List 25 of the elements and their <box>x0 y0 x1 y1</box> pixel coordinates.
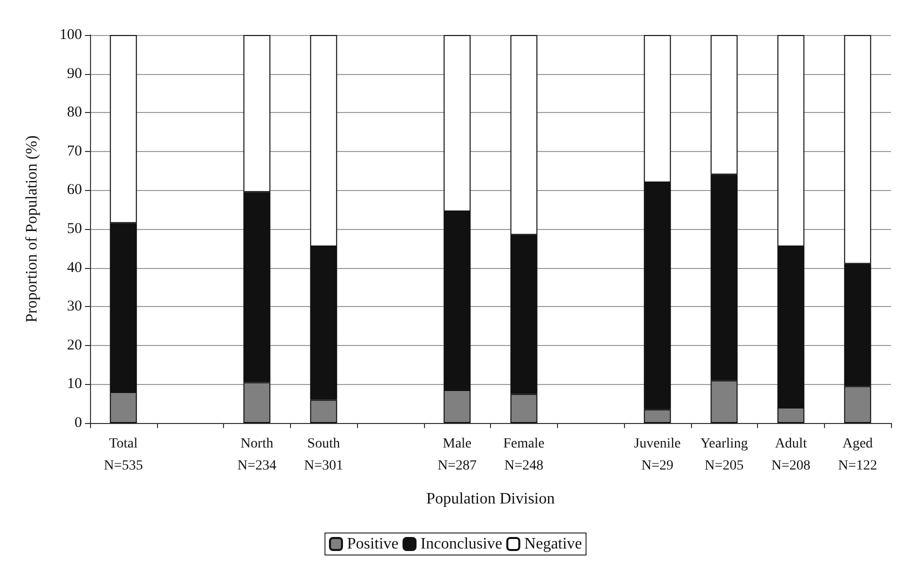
x-tick-label: Adult N=208 <box>771 436 810 474</box>
x-tick-label: Juvenile N=29 <box>634 436 681 474</box>
x-tick-label: Total N=535 <box>104 436 143 474</box>
x-tick-label: Aged N=122 <box>838 436 878 474</box>
y-tick-label: 90 <box>67 66 82 82</box>
x-tick-label: Yearling N=205 <box>700 436 748 474</box>
y-tick-label: 100 <box>60 27 82 43</box>
y-tick-label: 80 <box>67 104 82 121</box>
legend-label: Positive <box>346 536 399 552</box>
y-tick-label: 10 <box>67 376 82 392</box>
x-tick-label: Female N=248 <box>503 436 544 474</box>
y-tick-label: 20 <box>67 337 82 354</box>
y-tick-label: 50 <box>67 221 82 237</box>
x-axis-title: Population Division <box>426 490 555 508</box>
y-tick-label: 40 <box>67 260 82 276</box>
y-tick-label: 70 <box>67 143 82 160</box>
legend-label: Negative <box>524 536 582 552</box>
legend-label: Inconclusive <box>420 536 502 552</box>
y-tick-label: 0 <box>74 415 82 431</box>
y-axis-title: Proportion of Population (%) <box>24 135 40 323</box>
x-tick-label: South N=301 <box>304 436 344 474</box>
x-tick-label: North N=234 <box>237 436 276 474</box>
x-tick-label: Male N=287 <box>438 436 477 474</box>
y-tick-label: 60 <box>67 182 82 198</box>
y-tick-label: 30 <box>67 298 82 315</box>
